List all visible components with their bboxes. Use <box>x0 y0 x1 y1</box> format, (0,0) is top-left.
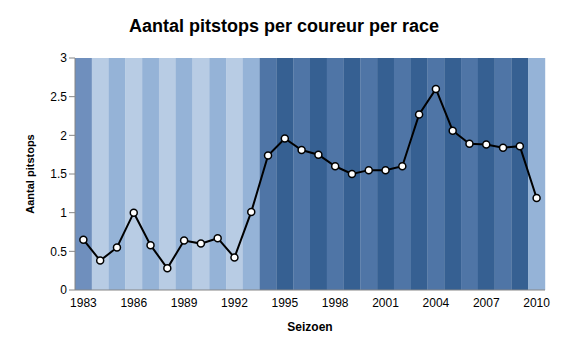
svg-text:1: 1 <box>60 206 67 220</box>
svg-text:1998: 1998 <box>322 296 349 310</box>
svg-text:1989: 1989 <box>171 296 198 310</box>
svg-text:3: 3 <box>60 51 67 65</box>
svg-text:1.5: 1.5 <box>50 167 67 181</box>
svg-text:Seizoen: Seizoen <box>287 320 332 334</box>
svg-text:1995: 1995 <box>271 296 298 310</box>
svg-text:2001: 2001 <box>372 296 399 310</box>
svg-text:0: 0 <box>60 283 67 297</box>
svg-text:1983: 1983 <box>70 296 97 310</box>
svg-text:Aantal pitstops: Aantal pitstops <box>24 134 36 213</box>
svg-text:1992: 1992 <box>221 296 248 310</box>
svg-text:2.5: 2.5 <box>50 90 67 104</box>
svg-text:2007: 2007 <box>473 296 500 310</box>
svg-text:2004: 2004 <box>423 296 450 310</box>
svg-text:2010: 2010 <box>523 296 550 310</box>
svg-text:1986: 1986 <box>120 296 147 310</box>
svg-text:0.5: 0.5 <box>50 245 67 259</box>
svg-text:2: 2 <box>60 129 67 143</box>
html-text:Aantal pitstops per coureur pe: Aantal pitstops per coureur per race <box>129 16 439 36</box>
